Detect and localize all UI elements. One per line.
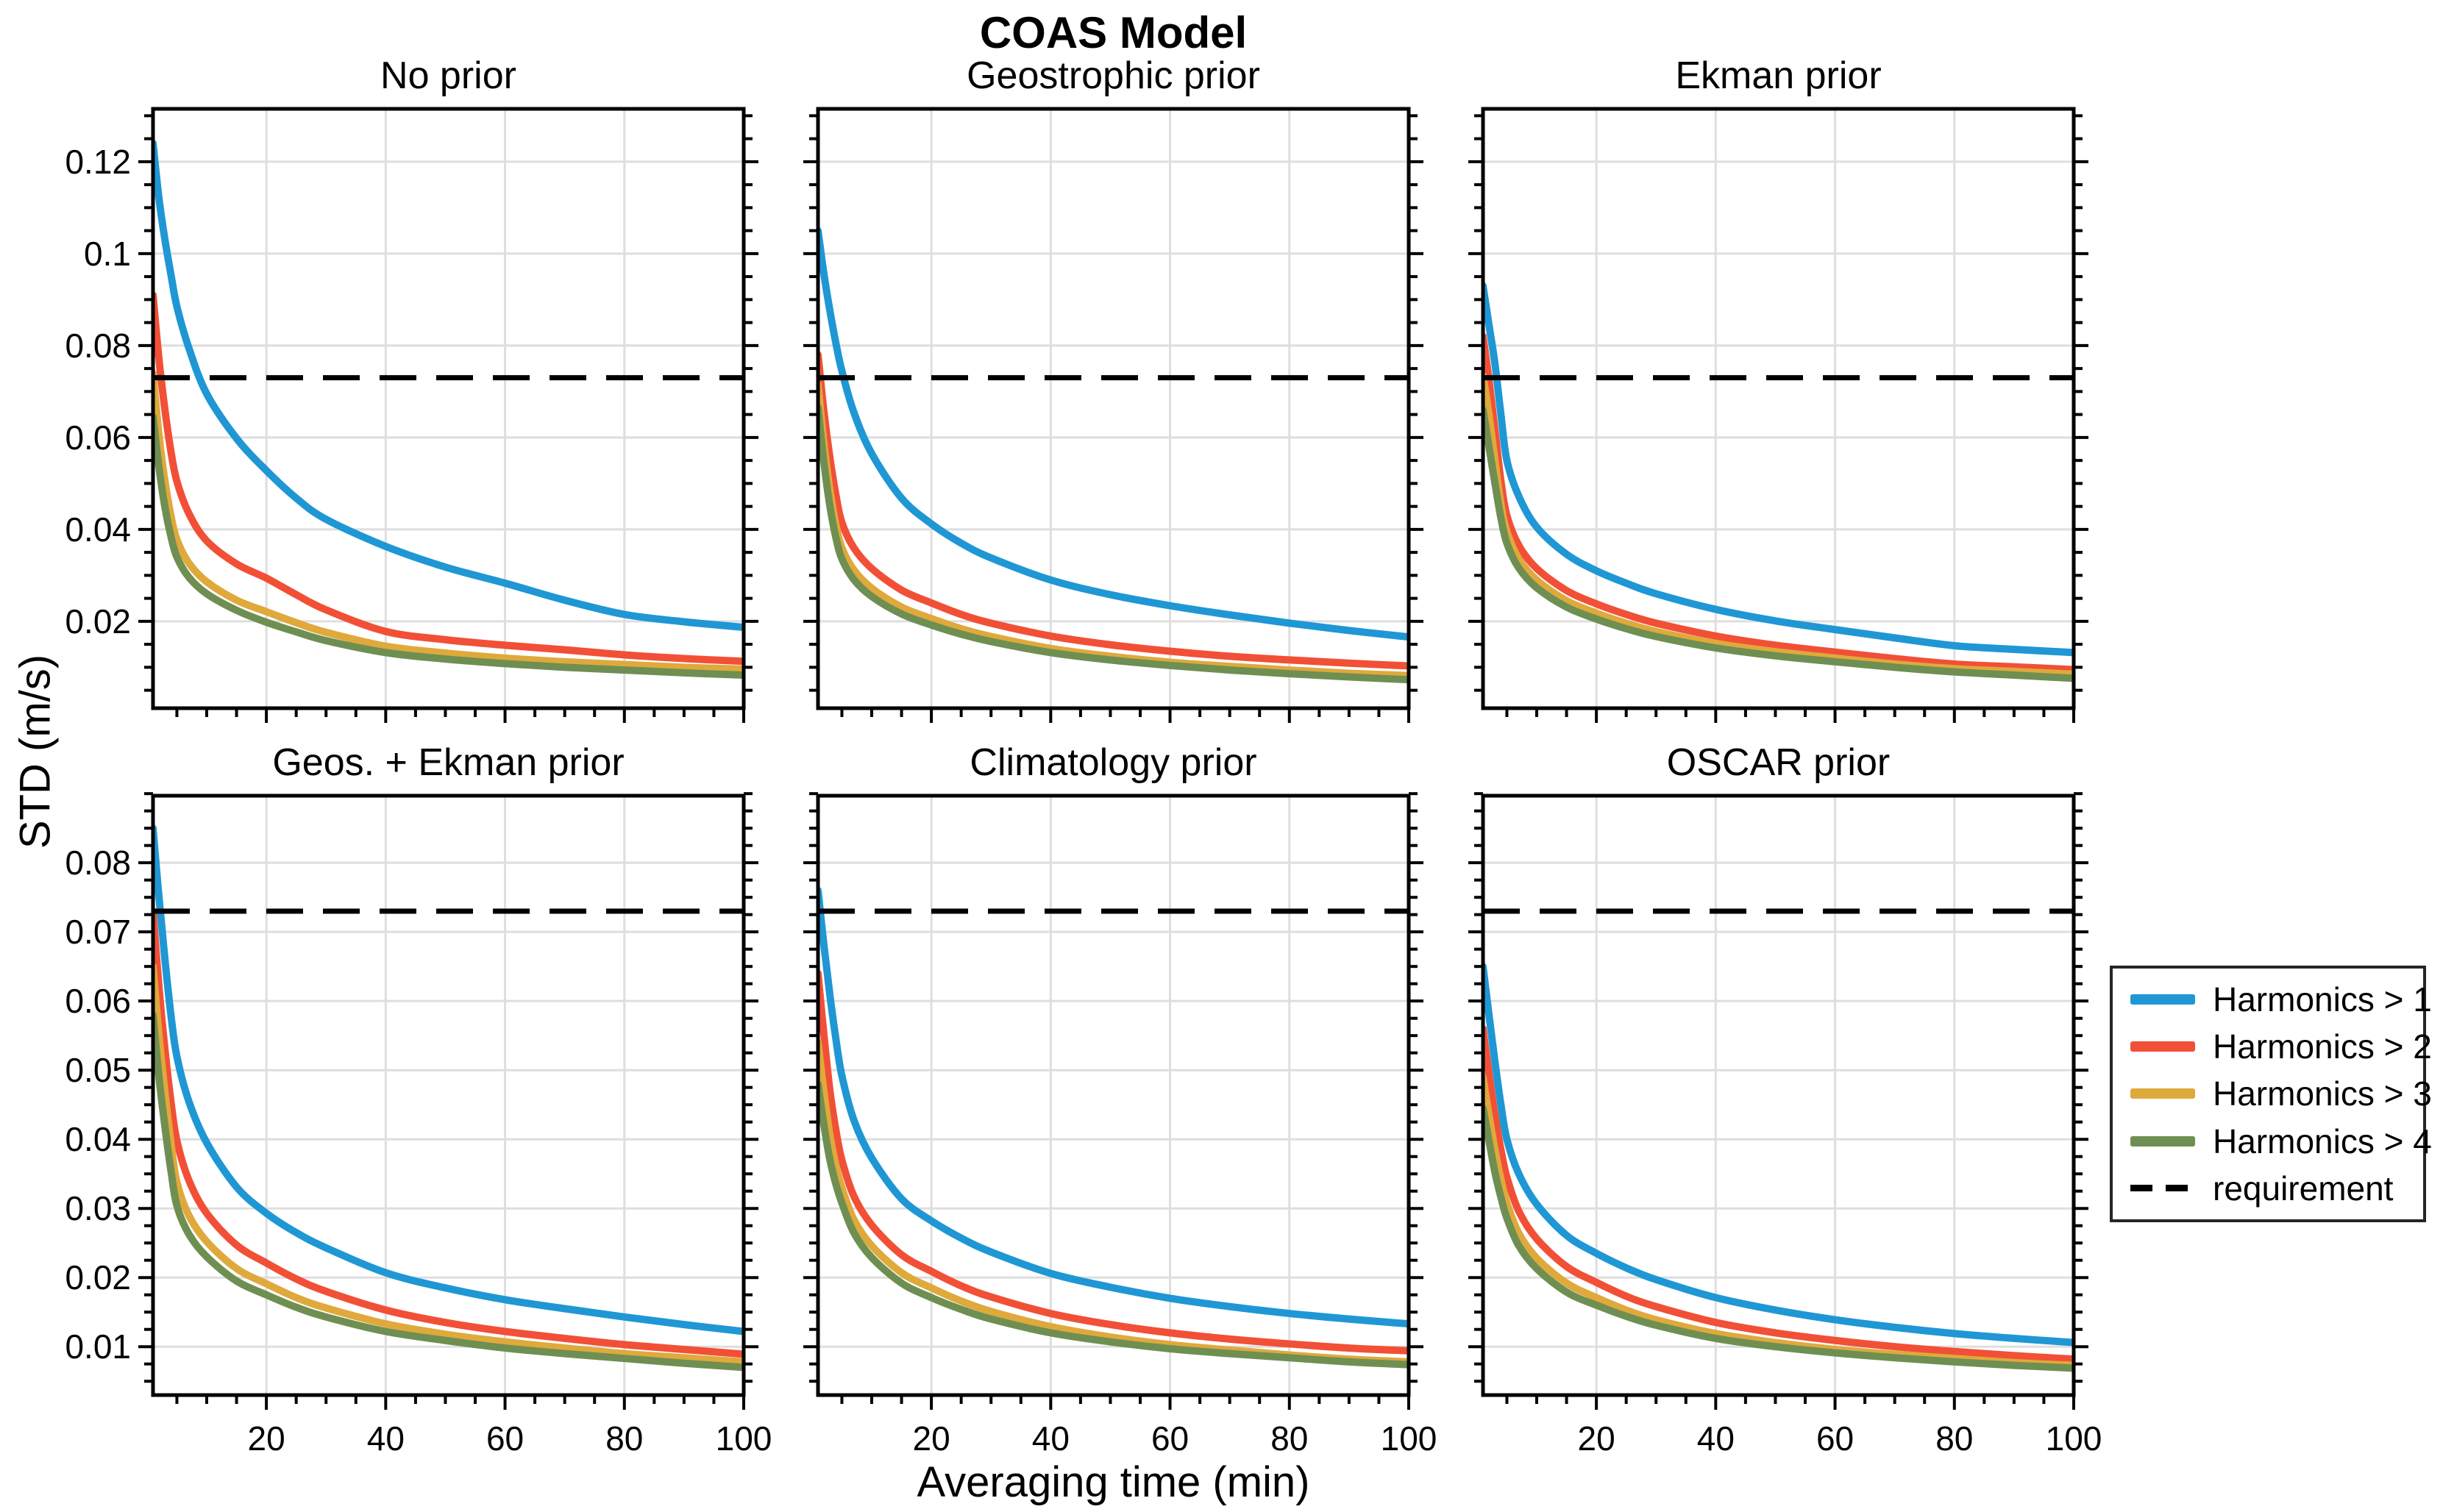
x-tick-label: 60	[1816, 1419, 1854, 1458]
curve-harmonics-3	[1483, 371, 2074, 678]
x-tick-label: 20	[248, 1419, 285, 1458]
legend-label: Harmonics > 3	[2213, 1074, 2432, 1113]
legend-entry: requirement	[2130, 1169, 2416, 1208]
legend-dashed-swatch	[2130, 1185, 2195, 1192]
y-tick-label: 0.03	[65, 1189, 131, 1227]
legend-label: Harmonics > 2	[2213, 1027, 2432, 1066]
legend-label: Harmonics > 1	[2213, 980, 2432, 1019]
curve-harmonics-1	[818, 227, 1409, 641]
x-tick-label: 40	[367, 1419, 405, 1458]
x-tick-label: 40	[1032, 1419, 1070, 1458]
panel-border	[816, 107, 1411, 710]
x-tick-label: 60	[486, 1419, 524, 1458]
x-tick-label: 100	[716, 1419, 772, 1458]
x-tick-label: 100	[1381, 1419, 1437, 1458]
x-tick-label: 40	[1697, 1419, 1735, 1458]
y-axis-label: STD (m/s)	[11, 654, 60, 849]
panel-border	[1481, 107, 2076, 710]
x-tick-label: 100	[2046, 1419, 2102, 1458]
curve-harmonics-2	[153, 291, 744, 666]
curve-harmonics-3	[1483, 1073, 2074, 1369]
x-tick-label: 80	[1935, 1419, 1973, 1458]
curve-harmonics-4	[818, 1080, 1409, 1369]
panel-border	[816, 794, 1411, 1397]
panel-border	[151, 794, 746, 1397]
x-tick-label: 20	[1578, 1419, 1615, 1458]
legend-entry: Harmonics > 2	[2130, 1027, 2432, 1066]
y-tick-label: 0.1	[84, 235, 131, 273]
panel-geos-ekman-prior: 0.01 0.02 0.03 0.04 0.05 0.06 0.07 0.08 20 40 60 80…	[65, 741, 772, 1458]
figure-title: COAS Model	[979, 8, 1248, 57]
panel-border	[151, 107, 746, 710]
panel-climatology-prior: 20 40 60 80 100 Climatology prior	[803, 741, 1437, 1458]
curve-harmonics-2	[1483, 1024, 2074, 1363]
curve-harmonics-4	[818, 404, 1409, 684]
y-tick-label: 0.02	[65, 1258, 131, 1297]
y-tick-label: 0.08	[65, 327, 131, 365]
y-tick-label: 0.08	[65, 844, 131, 882]
legend-entry: Harmonics > 3	[2130, 1074, 2432, 1113]
curve-harmonics-1	[153, 824, 744, 1336]
curve-harmonics-4	[153, 413, 744, 679]
y-tick-label: 0.04	[65, 1120, 131, 1158]
y-tick-label: 0.07	[65, 913, 131, 951]
y-tick-label: 0.04	[65, 510, 131, 549]
curve-harmonics-2	[818, 351, 1409, 670]
legend-entry: Harmonics > 1	[2130, 980, 2432, 1019]
legend-line-swatch	[2130, 1135, 2195, 1147]
y-tick-label: 0.06	[65, 982, 131, 1020]
curve-harmonics-4	[153, 1010, 744, 1372]
legend-line-swatch	[2130, 1088, 2195, 1099]
y-tick-label: 0.05	[65, 1051, 131, 1089]
legend-line-swatch	[2130, 1041, 2195, 1052]
legend: Harmonics > 1 Harmonics > 2 Harmonics > …	[2110, 966, 2432, 1222]
legend-entry: Harmonics > 4	[2130, 1121, 2432, 1161]
panel-ekman-prior: Ekman prior	[1468, 54, 2088, 723]
x-tick-label: 80	[605, 1419, 643, 1458]
panel-title: No prior	[380, 54, 516, 97]
x-tick-label: 20	[913, 1419, 950, 1458]
x-tick-label: 60	[1151, 1419, 1189, 1458]
panel-no-prior: 0.02 0.04 0.06 0.08 0.1 0.12 No prior	[65, 54, 758, 723]
curve-harmonics-1	[1483, 282, 2074, 657]
y-tick-label: 0.01	[65, 1327, 131, 1366]
curve-harmonics-4	[1483, 1104, 2074, 1372]
curve-harmonics-1	[1483, 963, 2074, 1347]
curve-harmonics-1	[153, 139, 744, 631]
curve-harmonics-3	[153, 369, 744, 673]
curve-harmonics-3	[153, 963, 744, 1366]
x-axis-label: Averaging time (min)	[917, 1458, 1310, 1506]
panel-title: Geostrophic prior	[967, 54, 1260, 97]
x-tick-label: 80	[1270, 1419, 1308, 1458]
legend-label: requirement	[2213, 1169, 2394, 1208]
y-tick-label: 0.02	[65, 602, 131, 641]
curve-harmonics-2	[818, 969, 1409, 1355]
legend-label: Harmonics > 4	[2213, 1121, 2432, 1160]
y-tick-label: 0.12	[65, 143, 131, 181]
panel-title: Ekman prior	[1675, 54, 1881, 97]
panel-title: Climatology prior	[970, 741, 1256, 784]
panel-title: Geos. + Ekman prior	[272, 741, 624, 784]
curve-harmonics-1	[818, 886, 1409, 1328]
legend-line-swatch	[2130, 994, 2195, 1005]
curve-harmonics-4	[1483, 406, 2074, 682]
y-tick-label: 0.06	[65, 418, 131, 457]
panel-border	[1481, 794, 2076, 1397]
panel-geostrophic-prior: Geostrophic prior	[803, 54, 1423, 723]
panel-oscar-prior: 20 40 60 80 100 OSCAR prior	[1468, 741, 2102, 1458]
curve-harmonics-2	[153, 907, 744, 1358]
panel-title: OSCAR prior	[1667, 741, 1890, 784]
